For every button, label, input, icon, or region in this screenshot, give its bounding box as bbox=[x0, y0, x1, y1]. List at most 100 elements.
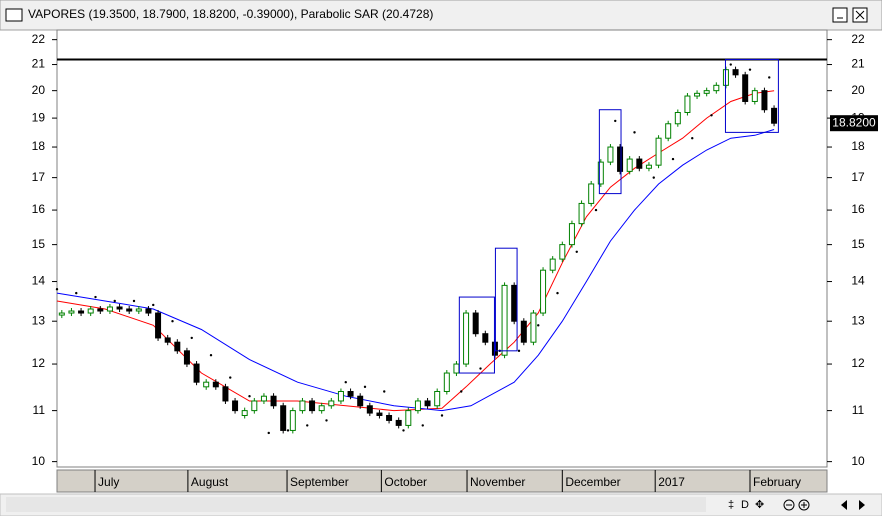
scroll-right-button[interactable] bbox=[859, 500, 865, 510]
sar-dot bbox=[768, 76, 771, 79]
toolbar-icon[interactable]: ✥ bbox=[755, 499, 764, 511]
average-line bbox=[56, 129, 775, 412]
candle-body bbox=[482, 333, 489, 343]
y-tick-label: 20 bbox=[32, 83, 46, 97]
candle-body bbox=[366, 405, 373, 414]
candle-body bbox=[337, 390, 344, 402]
sar-dot bbox=[55, 288, 59, 291]
candle-body bbox=[386, 414, 393, 421]
candle-body bbox=[655, 137, 662, 166]
sar-dot bbox=[421, 424, 424, 427]
y-tick-label: 15 bbox=[32, 237, 46, 251]
sar-dot bbox=[710, 114, 713, 117]
sar-dot bbox=[286, 429, 290, 432]
candle-body bbox=[270, 395, 277, 407]
y-tick-label: 10 bbox=[32, 454, 46, 468]
candle-body bbox=[135, 308, 142, 312]
candle-body bbox=[674, 112, 681, 125]
candle-body bbox=[511, 284, 518, 322]
y-tick-label: 17 bbox=[32, 170, 46, 184]
sar-dot bbox=[132, 299, 136, 303]
candle-body bbox=[405, 410, 412, 426]
candle-body bbox=[203, 381, 210, 388]
x-tick-label: 2017 bbox=[658, 475, 685, 489]
y-tick-label: 11 bbox=[33, 403, 46, 417]
candle-body bbox=[116, 306, 123, 310]
zoom-out-button[interactable] bbox=[783, 499, 795, 511]
y-tick-label: 15 bbox=[851, 237, 865, 251]
candle-body bbox=[540, 269, 547, 314]
plot-area bbox=[56, 29, 828, 468]
candle-body bbox=[530, 312, 537, 343]
candle-body bbox=[703, 90, 710, 94]
candle-body bbox=[318, 405, 325, 412]
candle-body bbox=[328, 400, 335, 407]
y-tick-label: 19 bbox=[32, 110, 46, 124]
y-tick-label: 12 bbox=[32, 356, 46, 370]
sar-dot bbox=[575, 250, 578, 254]
chart-title: VAPORES (19.3500, 18.7900, 18.8200, -0.3… bbox=[28, 7, 433, 21]
candle-body bbox=[212, 381, 219, 388]
candle-body bbox=[761, 90, 768, 111]
candle-body bbox=[241, 410, 248, 416]
candle-body bbox=[376, 412, 383, 416]
candle-body bbox=[183, 350, 190, 365]
date-axis bbox=[56, 469, 828, 493]
y-tick-label: 16 bbox=[32, 202, 46, 216]
candle-body bbox=[694, 92, 701, 97]
restore-button[interactable] bbox=[832, 7, 848, 23]
sar-dot bbox=[267, 431, 270, 435]
candle-body bbox=[58, 312, 65, 316]
candle-body bbox=[87, 308, 94, 314]
y-tick-label: 13 bbox=[851, 313, 865, 327]
sar-dot bbox=[614, 119, 617, 123]
candle-body bbox=[520, 320, 527, 343]
y-tick-label: 21 bbox=[32, 57, 46, 71]
zoom-in-button[interactable] bbox=[798, 499, 810, 511]
candle-body bbox=[751, 90, 758, 102]
y-tick-label: 18 bbox=[851, 139, 865, 153]
candle-body bbox=[299, 400, 306, 412]
sar-dot bbox=[517, 349, 521, 353]
y-tick-label: 20 bbox=[851, 83, 865, 97]
candle-body bbox=[280, 405, 287, 431]
candle-body bbox=[395, 419, 402, 426]
y-tick-label: 16 bbox=[851, 202, 865, 216]
sar-dot bbox=[556, 291, 559, 295]
candle-body bbox=[549, 258, 556, 271]
scroll-track[interactable] bbox=[6, 497, 706, 512]
y-tick-label: 22 bbox=[32, 32, 46, 46]
sar-dot bbox=[691, 136, 694, 140]
y-tick-label: 21 bbox=[851, 57, 865, 71]
x-tick-label: October bbox=[384, 475, 427, 489]
candle-body bbox=[251, 400, 258, 412]
y-tick-label: 14 bbox=[32, 274, 46, 288]
candle-body bbox=[742, 74, 749, 102]
candle-body bbox=[443, 372, 450, 392]
x-tick-label: August bbox=[191, 475, 229, 489]
scroll-left-button[interactable] bbox=[841, 500, 847, 510]
candle-body bbox=[309, 400, 316, 412]
last-price-label: 18.8200 bbox=[832, 115, 876, 129]
sar-dot bbox=[248, 395, 251, 398]
y-tick-label: 18 bbox=[32, 139, 46, 153]
y-tick-label: 17 bbox=[851, 170, 865, 184]
zoom-in-glyph bbox=[801, 502, 807, 508]
sar-dot bbox=[209, 353, 213, 357]
candle-body bbox=[713, 84, 720, 92]
candle-body bbox=[636, 158, 643, 169]
candle-body bbox=[665, 123, 672, 139]
toolbar-label[interactable]: D bbox=[741, 499, 749, 511]
sar-dot bbox=[344, 380, 347, 384]
sar-dot bbox=[383, 390, 386, 393]
candle-body bbox=[626, 158, 633, 172]
y-tick-label: 14 bbox=[851, 274, 865, 288]
candle-body bbox=[232, 400, 239, 412]
candle-body bbox=[68, 310, 75, 314]
sar-dot bbox=[306, 424, 309, 427]
candle-body bbox=[771, 107, 778, 124]
toolbar-icon[interactable]: ‡ bbox=[728, 499, 734, 511]
plot: 1010111112121313141415151616171718181919… bbox=[32, 32, 878, 492]
candle-body bbox=[126, 308, 133, 312]
candle-body bbox=[434, 390, 441, 407]
